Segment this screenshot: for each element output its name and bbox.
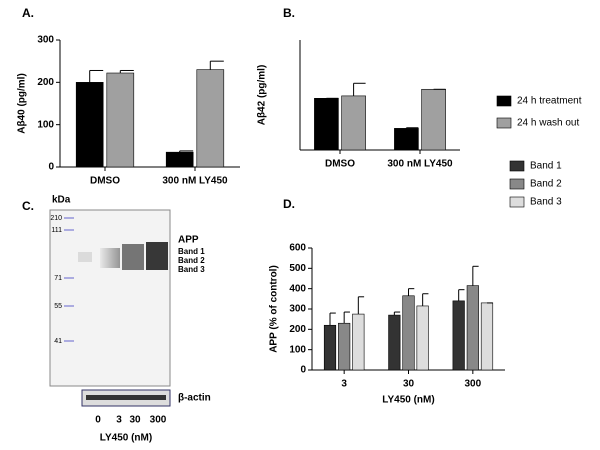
- actin-band: [86, 395, 166, 400]
- unit-label: kDa: [52, 195, 71, 206]
- bar: [466, 285, 479, 371]
- y-tick-label: 500: [289, 263, 306, 274]
- panel-label: B.: [283, 6, 295, 20]
- bar: [480, 302, 494, 371]
- blot-image: [49, 209, 171, 387]
- x-tick-label: 30: [403, 379, 415, 390]
- lane-label: 3: [116, 415, 122, 426]
- blot-band: [100, 248, 120, 268]
- blot-band: [78, 252, 92, 262]
- x-axis-label: LY450 (nM): [100, 433, 152, 444]
- panel-label: A.: [22, 6, 34, 20]
- marker-label: 210: [50, 215, 62, 222]
- bar: [452, 300, 465, 371]
- blot-band: [122, 244, 144, 270]
- bar: [394, 128, 419, 151]
- y-axis-label: Aβ42 (pg/ml): [257, 65, 268, 126]
- y-tick-label: 100: [37, 119, 54, 130]
- y-tick-label: 100: [289, 344, 306, 355]
- panel-label: D.: [283, 197, 295, 211]
- x-tick-label: 300 nM LY450: [387, 159, 453, 170]
- band-label: Band 3: [178, 265, 205, 274]
- marker-label: 41: [54, 338, 62, 345]
- bar: [416, 305, 429, 371]
- y-tick-label: 0: [300, 365, 306, 376]
- legend-label: 24 h wash out: [517, 118, 579, 129]
- x-tick-label: 3: [341, 379, 347, 390]
- lane-label: 0: [95, 415, 101, 426]
- panel-label: C.: [22, 199, 34, 213]
- y-tick-label: 200: [289, 324, 306, 335]
- bar: [165, 151, 194, 168]
- bar: [388, 314, 401, 371]
- legend-label: Band 3: [530, 197, 562, 208]
- band-label: APP: [178, 235, 199, 246]
- y-axis-label: APP (% of control): [269, 265, 280, 353]
- x-tick-label: DMSO: [90, 176, 120, 187]
- y-tick-label: 300: [289, 304, 306, 315]
- bar: [196, 69, 225, 168]
- legend-swatch: [509, 196, 525, 208]
- blot-band: [146, 242, 168, 270]
- legend-label: Band 1: [530, 161, 562, 172]
- bar: [402, 295, 415, 371]
- bar: [341, 95, 366, 151]
- y-tick-label: 200: [37, 77, 54, 88]
- marker-label: 111: [51, 227, 62, 234]
- y-tick-label: 600: [289, 243, 306, 254]
- legend-label: Band 2: [530, 179, 562, 190]
- band-label: Band 2: [178, 256, 205, 265]
- x-axis-label: LY450 (nM): [382, 395, 434, 406]
- control-label: β-actin: [178, 393, 211, 404]
- legend-swatch: [496, 95, 512, 107]
- bar: [314, 98, 339, 151]
- legend-swatch: [496, 117, 512, 129]
- lane-label: 30: [129, 415, 141, 426]
- y-axis-label: Aβ40 (pg/ml): [17, 73, 28, 134]
- bar: [75, 82, 104, 168]
- lane-label: 300: [150, 415, 167, 426]
- y-tick-label: 300: [37, 35, 54, 46]
- band-label: Band 1: [178, 247, 205, 256]
- bar: [323, 324, 337, 371]
- x-tick-label: 300 nM LY450: [162, 176, 228, 187]
- y-tick-label: 400: [289, 283, 306, 294]
- x-tick-label: 300: [464, 379, 481, 390]
- y-tick-label: 0: [48, 162, 54, 173]
- bar: [352, 313, 365, 371]
- legend-label: 24 h treatment: [517, 96, 582, 107]
- bar: [106, 72, 135, 168]
- bar: [421, 88, 446, 151]
- bar: [338, 322, 351, 371]
- legend-swatch: [509, 178, 525, 190]
- legend-swatch: [509, 160, 525, 172]
- x-tick-label: DMSO: [325, 159, 355, 170]
- marker-label: 71: [54, 275, 62, 282]
- marker-label: 55: [54, 303, 62, 310]
